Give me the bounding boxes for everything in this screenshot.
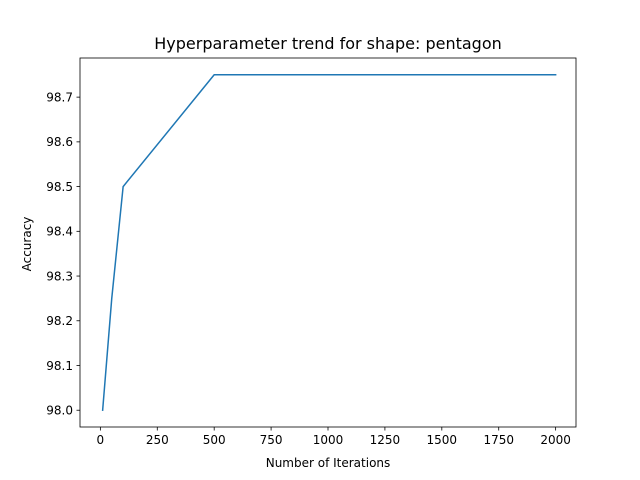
axes-frame: [79, 57, 577, 428]
x-tick-label: 750: [260, 433, 283, 447]
y-tick-label: 98.0: [46, 404, 73, 418]
y-tick-label: 98.4: [46, 225, 73, 239]
y-tick-label: 98.7: [46, 90, 73, 104]
x-tick-label: 1750: [483, 433, 514, 447]
chart-title: Hyperparameter trend for shape: pentagon: [154, 34, 502, 53]
y-tick-label: 98.3: [46, 269, 73, 283]
y-tick-label: 98.5: [46, 180, 73, 194]
y-tick-label: 98.6: [46, 135, 73, 149]
y-tick-label: 98.1: [46, 359, 73, 373]
x-tick-label: 1250: [370, 433, 401, 447]
y-tick-label: 98.2: [46, 314, 73, 328]
plot-area: 0 250 500 750 1000 1250 1500 1750 2000 98.0 98.1 98…: [46, 57, 577, 447]
x-tick-label: 500: [203, 433, 226, 447]
x-tick-label: 1500: [427, 433, 458, 447]
x-tick-label: 0: [97, 433, 105, 447]
series-line-0: [101, 74, 557, 412]
y-axis-label: Accuracy: [20, 217, 34, 272]
x-tick-label: 250: [146, 433, 169, 447]
x-axis-label: Number of Iterations: [266, 456, 391, 470]
x-tick-label: 2000: [540, 433, 571, 447]
x-tick-label: 1000: [313, 433, 344, 447]
